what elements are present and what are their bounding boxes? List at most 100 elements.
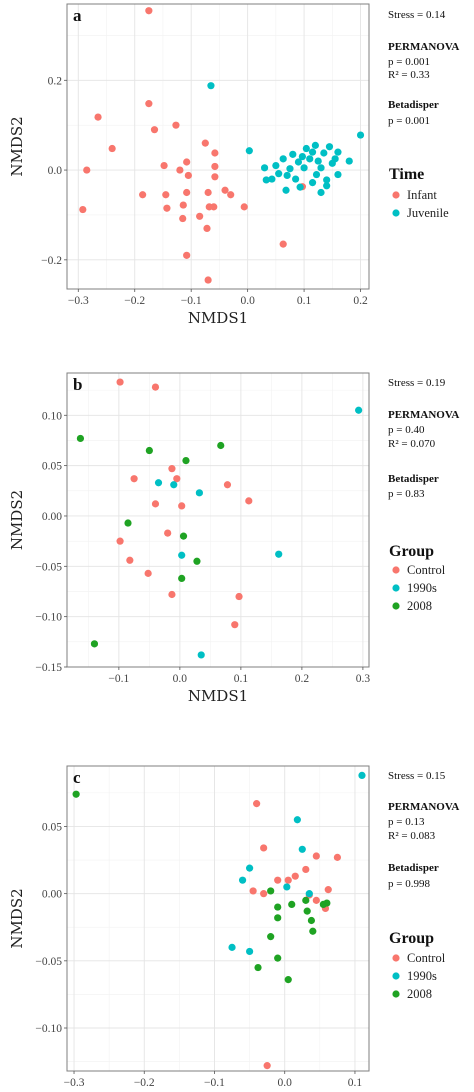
legend-key: [392, 209, 400, 217]
data-point: [207, 82, 215, 90]
data-point: [291, 872, 299, 880]
data-point: [275, 550, 283, 558]
y-tick-label: −0.10: [35, 1023, 62, 1035]
data-point: [144, 569, 152, 577]
data-point: [179, 214, 187, 223]
data-point: [246, 864, 254, 872]
data-point: [172, 121, 180, 129]
x-tick-label: 0.3: [356, 673, 371, 685]
permanova-title: PERMANOVA: [388, 41, 459, 53]
data-point: [168, 465, 176, 473]
data-point: [231, 621, 239, 629]
x-tick-label: −0.1: [108, 673, 129, 685]
betadisper-p-value: p = 0.001: [388, 115, 430, 127]
data-point: [228, 943, 236, 951]
legend-key: [392, 990, 400, 998]
data-point: [246, 947, 254, 956]
data-point: [314, 157, 322, 165]
series-infant: [79, 7, 306, 284]
data-point: [210, 203, 218, 211]
data-point: [201, 139, 209, 147]
legend-label: 2008: [407, 987, 432, 1001]
data-point: [274, 903, 282, 911]
y-tick-label: 0.00: [42, 889, 62, 901]
betadisper-title: Betadisper: [388, 473, 439, 485]
legend-key: [392, 584, 400, 592]
panel-c: −0.3 −0.2 −0.1 0.0 0.1 −0.10 −0.05 0.00 0.05 NMDS…: [8, 765, 459, 1092]
data-point: [245, 497, 253, 505]
data-point: [283, 883, 291, 891]
y-tick-label: 0.05: [42, 461, 62, 473]
data-point: [151, 500, 160, 508]
data-point: [279, 240, 287, 248]
data-point: [288, 900, 296, 908]
permanova-p-value: p = 0.13: [388, 816, 425, 828]
panel-a: −0.3 −0.2 −0.1 0.0 0.1 0.2 −0.2 0.0 0.2 NMDS1 NMDS…: [8, 3, 459, 327]
legend-key: [392, 602, 400, 610]
legend-title: Group: [389, 930, 434, 947]
betadisper-title: Betadisper: [388, 99, 439, 111]
data-point: [345, 157, 353, 165]
data-point: [178, 502, 186, 510]
data-point: [238, 876, 247, 884]
data-point: [292, 175, 300, 183]
data-point: [308, 148, 317, 156]
x-tick-label: −0.1: [181, 295, 202, 307]
data-point: [305, 890, 313, 898]
y-tick-label: 0.2: [48, 75, 63, 87]
data-point: [267, 887, 275, 895]
data-point: [320, 149, 328, 157]
data-point: [182, 456, 190, 465]
data-point: [183, 158, 191, 166]
data-point: [254, 963, 262, 972]
data-point: [179, 201, 187, 209]
x-tick-label: 0.0: [173, 673, 188, 685]
series-2008: [72, 790, 331, 984]
legend-label: Juvenile: [407, 206, 449, 220]
data-point: [284, 976, 292, 984]
legend-label: 1990s: [407, 581, 437, 595]
data-point: [275, 170, 283, 178]
data-point: [168, 590, 176, 599]
data-point: [204, 188, 212, 197]
permanova-r2-value: R² = 0.083: [388, 830, 436, 842]
x-tick-label: −0.1: [204, 1077, 225, 1089]
y-tick-label: 0.10: [42, 410, 62, 422]
legend-label: Control: [407, 951, 446, 965]
data-point: [298, 845, 306, 853]
data-point: [274, 914, 282, 922]
data-point: [260, 890, 268, 898]
data-point: [334, 170, 342, 179]
data-point: [249, 887, 257, 895]
y-tick-label: 0.05: [42, 821, 62, 833]
plot-frame: [66, 765, 370, 1072]
data-point: [323, 182, 331, 190]
data-point: [126, 556, 134, 564]
data-point: [355, 406, 363, 414]
panel-label: b: [73, 375, 82, 394]
data-point: [162, 191, 170, 199]
data-point: [312, 852, 320, 860]
data-point: [195, 489, 203, 497]
data-point: [358, 771, 366, 780]
data-point: [272, 161, 280, 170]
data-point: [76, 434, 85, 443]
legend: Time Infant Juvenile: [389, 166, 449, 220]
data-point: [163, 204, 171, 212]
x-tick-label: 0.0: [278, 1077, 293, 1089]
data-point: [312, 896, 320, 904]
data-point: [178, 551, 186, 559]
data-point: [303, 907, 311, 915]
data-point: [294, 158, 303, 166]
data-point: [284, 876, 292, 884]
x-tick-label: 0.2: [295, 673, 310, 685]
data-point: [263, 1062, 271, 1070]
y-tick-label: −0.05: [35, 956, 62, 968]
data-point: [160, 161, 168, 170]
stress-value: Stress = 0.19: [388, 377, 446, 389]
y-axis-title: NMDS2: [8, 116, 26, 176]
y-axis-title: NMDS2: [8, 888, 26, 948]
legend-label: Infant: [407, 188, 437, 202]
data-point: [204, 276, 212, 284]
